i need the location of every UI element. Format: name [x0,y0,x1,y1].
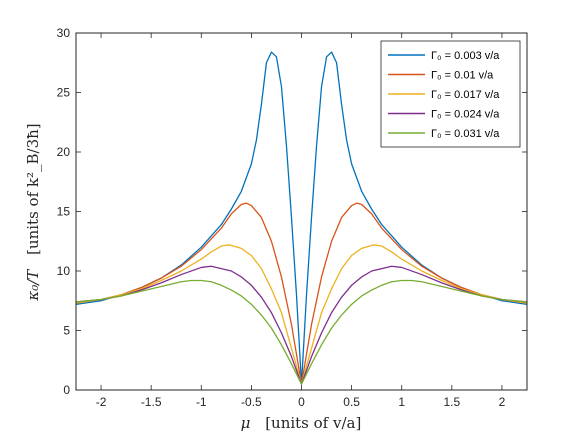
y-tick-label: 15 [57,205,71,219]
y-axis-symbol: κ₀/T [24,269,42,302]
y-tick-label: 5 [63,324,70,338]
y-tick-label: 20 [57,145,71,159]
x-axis-units: [units of v/a] [265,414,361,432]
x-tick-label: 0 [298,395,305,409]
x-tick-label: -1.5 [141,395,162,409]
x-axis-symbol: μ [241,414,251,432]
x-tick-label: -1 [196,395,207,409]
x-tick-label: -0.5 [241,395,262,409]
x-tick-label: 0.5 [343,395,360,409]
y-tick-label: 10 [57,264,71,278]
legend-label-1: Γ₀ = 0.01 v/a [431,70,494,82]
x-tick-label: 1.5 [443,395,460,409]
x-tick-label: 2 [499,395,506,409]
y-axis-units: [units of k²_B/3ħ] [24,123,42,255]
legend-label-2: Γ₀ = 0.017 v/a [431,89,500,101]
y-tick-label: 0 [63,383,70,397]
x-tick-label: -2 [96,395,107,409]
x-tick-label: 1 [398,395,405,409]
legend-label-0: Γ₀ = 0.003 v/a [431,50,500,62]
legend-label-3: Γ₀ = 0.024 v/a [431,109,500,121]
y-tick-label: 25 [57,86,71,100]
y-tick-label: 30 [57,26,71,40]
series-line-2 [75,244,528,385]
legend-label-4: Γ₀ = 0.031 v/a [431,128,500,140]
series-line-3 [75,265,528,385]
series-line-1 [75,202,528,385]
x-axis-label: μ [units of v/a] [241,414,362,432]
series-line-4 [75,279,528,385]
y-axis-label: κ₀/T [units of k²_B/3ħ] [24,123,42,301]
legend: Γ₀ = 0.003 v/a Γ₀ = 0.01 v/a Γ₀ = 0.017 v/… [380,40,521,148]
